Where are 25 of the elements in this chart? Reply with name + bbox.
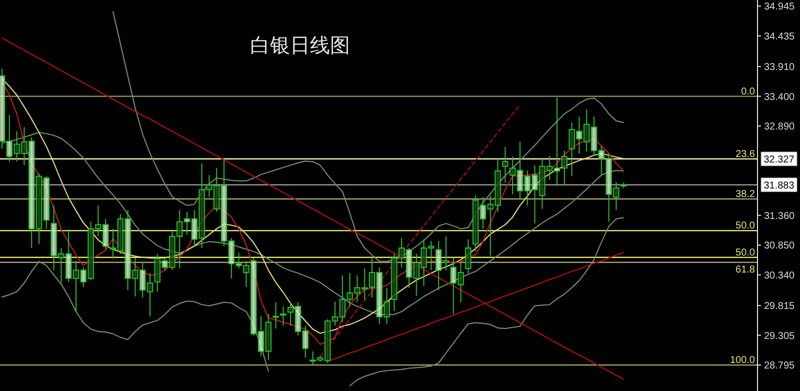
annotation: 0.0 <box>741 86 756 98</box>
price-label: 31.883 <box>760 178 798 192</box>
ref-line-label: 32.327 <box>764 154 795 166</box>
line-series <box>112 11 624 262</box>
y-tick-label: 32.890 <box>764 122 796 133</box>
y-tick-label: 29.815 <box>764 301 796 312</box>
y-tick-label: 31.360 <box>764 210 796 222</box>
line-series <box>1 37 624 380</box>
text: 白银日线图 <box>250 33 350 57</box>
y-tick-label: 30.340 <box>764 270 796 282</box>
annotation: 50.0 <box>736 220 756 232</box>
annotation: 61.8 <box>736 264 756 276</box>
y-tick-label: 28.795 <box>764 360 796 372</box>
y-tick-label: 33.910 <box>764 62 796 74</box>
y-tick-label: 34.435 <box>764 31 796 42</box>
y-tick-label: 33.400 <box>764 92 796 103</box>
price-label: 32.327 <box>760 152 798 166</box>
annotation: 100.0 <box>730 355 756 366</box>
annotation: 23.6 <box>736 148 756 160</box>
ref-line-label: 31.883 <box>764 180 795 192</box>
annotation: 50.0 <box>736 247 756 258</box>
y-tick-label: 29.305 <box>764 330 796 342</box>
y-tick-label: 34.945 <box>764 2 796 13</box>
annotation: 38.2 <box>736 188 756 200</box>
y-tick-label: 30.850 <box>764 240 796 252</box>
